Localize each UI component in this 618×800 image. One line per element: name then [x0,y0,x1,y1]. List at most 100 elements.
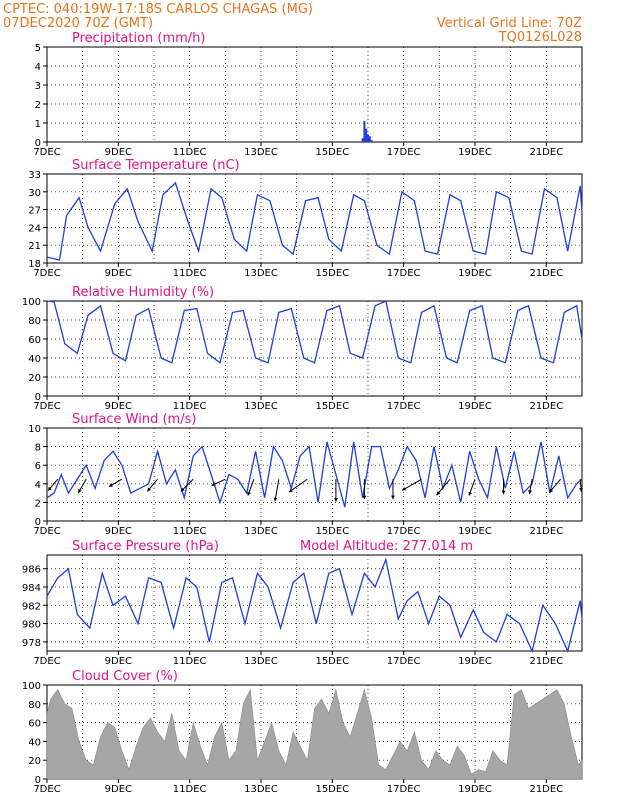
x-tick-label: 21DEC [529,656,563,667]
panel-temp: 18 21 24 27 30 33 7DEC 9DEC 11DEC 13DEC 15DEC 17DEC… [28,158,583,279]
wind-vector-head [468,491,472,496]
y-tick-label: 3 [35,81,41,92]
wind-vector-head [211,482,216,486]
x-tick-label: 15DEC [315,526,349,537]
x-tick-label: 13DEC [244,147,278,158]
header-init-time: 07DEC2020 70Z (GMT) [3,16,153,31]
x-tick-label: 19DEC [458,268,492,279]
panel-subtitle: Model Altitude: 277.014 m [300,539,473,554]
cloud-cover-area [46,688,583,780]
y-tick-label: 80 [28,700,41,711]
y-tick-label: 0 [35,775,41,786]
x-tick-label: 17DEC [387,401,421,412]
wind-vector-head [334,498,338,502]
x-tick-label: 7DEC [33,784,60,795]
x-tick-label: 11DEC [173,526,207,537]
panel-title: Surface Wind (m/s) [72,412,196,427]
x-tick-label: 17DEC [387,268,421,279]
panel-frame [46,173,583,264]
x-tick-label: 11DEC [173,401,207,412]
x-tick-label: 21DEC [529,268,563,279]
x-tick-label: 7DEC [33,147,60,158]
panel-title: Surface Temperature (nC) [72,158,240,173]
x-tick-label: 7DEC [33,268,60,279]
panel-title: Precipitation (mm/h) [72,31,205,46]
y-tick-label: 40 [28,737,41,748]
x-tick-label: 17DEC [387,147,421,158]
x-tick-label: 13DEC [244,401,278,412]
y-tick-label: 4 [35,62,41,73]
precip-bar [365,128,368,142]
y-tick-label: 80 [28,316,41,327]
y-tick-label: 60 [28,335,41,346]
precip-bar [367,134,369,142]
x-tick-label: 7DEC [33,401,60,412]
x-tick-label: 15DEC [315,147,349,158]
x-tick-label: 9DEC [105,656,132,667]
y-tick-label: 0 [35,392,41,403]
panel-title: Relative Humidity (%) [72,285,214,300]
x-tick-label: 19DEC [458,656,492,667]
wind-vector [288,478,308,493]
wind-vector [401,478,422,491]
wind-vector-head [247,491,251,496]
y-tick-label: 2 [35,100,41,111]
panel-wind: 0 2 4 6 8 10 7DEC 9DEC 11DEC 13DEC 15DEC 17DEC 19DEC… [28,412,583,537]
y-tick-label: 0 [35,138,41,149]
y-tick-label: 5 [35,43,41,54]
pressure-line [46,557,583,654]
x-tick-label: 9DEC [105,401,132,412]
precip-bar [363,121,366,142]
panel-frame [46,427,583,522]
wind-vector-head [48,486,52,491]
header-model-code: TQ0126L028 [498,30,582,45]
wind-vector-head [288,488,293,493]
x-tick-label: 21DEC [529,526,563,537]
x-tick-label: 11DEC [173,268,207,279]
x-tick-label: 13DEC [244,268,278,279]
y-tick-label: 18 [28,259,41,270]
y-tick-label: 980 [22,620,41,631]
wind-vector-head [147,487,151,492]
precip-bar [361,138,364,142]
y-tick-label: 978 [22,638,41,649]
y-tick-label: 33 [28,170,41,181]
panel-frame [46,300,583,397]
y-tick-label: 986 [22,565,41,576]
wind-vector-head [436,491,441,496]
x-tick-label: 21DEC [529,401,563,412]
header-station: CPTEC: 040:19W-17:18S CARLOS CHAGAS (MG) [3,2,313,17]
y-tick-label: 6 [35,461,41,472]
x-tick-label: 15DEC [315,784,349,795]
x-tick-label: 7DEC [33,526,60,537]
y-tick-label: 100 [22,681,41,692]
y-tick-label: 982 [22,601,41,612]
x-tick-label: 13DEC [244,526,278,537]
x-tick-label: 19DEC [458,526,492,537]
y-tick-label: 21 [28,241,41,252]
panel-frame [46,554,583,652]
x-tick-label: 11DEC [173,147,207,158]
y-tick-label: 20 [28,373,41,384]
wind-vector-head [579,487,583,492]
wind-vector-head [402,487,406,491]
y-tick-label: 20 [28,756,41,767]
panel-frame [46,46,583,143]
panel-title: Cloud Cover (%) [72,669,178,684]
x-tick-label: 19DEC [458,784,492,795]
x-tick-label: 13DEC [244,656,278,667]
rh-line [46,300,583,364]
y-tick-label: 0 [35,517,41,528]
x-tick-label: 19DEC [458,147,492,158]
wind-vector-head [108,483,113,487]
x-tick-label: 11DEC [173,656,207,667]
x-tick-label: 17DEC [387,656,421,667]
y-tick-label: 4 [35,480,41,491]
panel-title: Surface Pressure (hPa) [72,539,219,554]
y-tick-label: 8 [35,443,41,454]
wind-vector-head [273,497,278,502]
panel-rh: 0 20 40 60 80 100 7DEC 9DEC 11DEC 13DEC 15DEC 17DEC… [22,285,583,412]
x-tick-label: 19DEC [458,401,492,412]
panel-precip: 0 1 2 3 4 5 7DEC 9DEC 11DEC 13DEC 15DEC 17DEC 19DEC 2… [33,31,583,158]
